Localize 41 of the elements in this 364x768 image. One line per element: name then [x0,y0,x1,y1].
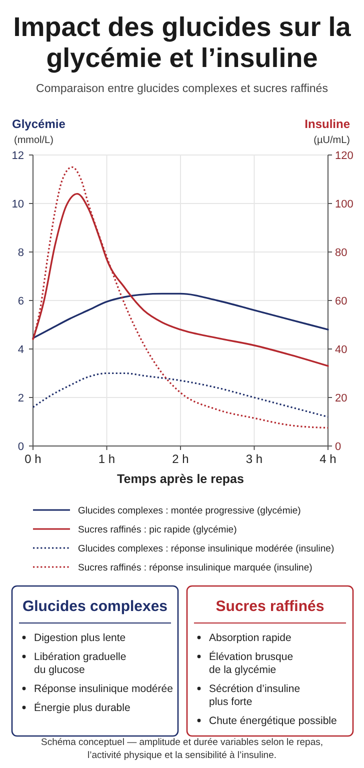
y-tick-label: 2 [18,392,24,404]
y2-tick-label: 0 [335,440,342,453]
text: Sucres raffinés [216,598,324,615]
y2-tick-label: 80 [335,246,348,259]
chart-title: Impact des glucides sur la glycémie et l’insuline [13,12,352,73]
y-tick-label: 10 [12,198,24,210]
text: Réponse insulinique modérée [34,683,174,695]
y-tick-label: 12 [12,150,24,162]
y2-tick-label: 20 [335,392,348,404]
chart-subtitle: Comparaison entre glucides complexes et sucres raffinés [36,83,328,95]
text: Glucides complexes [22,598,168,615]
x-tick-label: 4 h [320,452,336,466]
y2-tick-label: 60 [335,295,348,308]
y-tick-label: 0 [18,440,24,453]
legend-label: Glucides complexes : montée progressive (glycémie) [78,505,301,516]
text: Absorption rapide [209,632,292,644]
y2-tick-label: 120 [335,150,354,162]
text: Libération graduelle du glucose [34,651,126,676]
x-tick-label: 1 h [98,452,116,466]
x-tick-label: 2 h [172,452,189,466]
text: Schéma conceptuel — amplitude et durée variables selon le repas, l’activité physique et la sensibilité à l’insuline. [41,737,323,761]
x-tick-label: 0 h [24,452,42,466]
y-tick-label: 8 [18,246,24,259]
legend-label: Glucides complexes : réponse insulinique modérée (insuline) [78,543,334,554]
legend-label: Sucres raffinés : réponse insulinique marquée (insuline) [78,562,312,574]
y-tick-label: 6 [18,295,24,308]
y2-axis-title: Insuline (µU/mL) [304,117,350,146]
y2-tick-label: 100 [335,198,354,210]
text: Élévation brusque de la glycémie [209,650,294,676]
x-tick-label: 3 h [246,452,263,466]
text: Digestion plus lente [34,632,126,644]
text: Sécrétion d’insuline plus forte [209,683,300,708]
y-axis-title: Glycémie (mmol/L) [12,117,66,146]
line-series [32,292,329,339]
line-series [32,372,329,418]
text: Chute énergétique possible [209,715,337,727]
y-tick-label: 4 [18,344,24,356]
legend-label: Sucres raffinés : pic rapide (glycémie) [78,524,237,536]
text: Énergie plus durable [34,701,130,714]
y2-tick-label: 40 [335,344,348,356]
x-axis-title: Temps après le repas [117,472,244,486]
